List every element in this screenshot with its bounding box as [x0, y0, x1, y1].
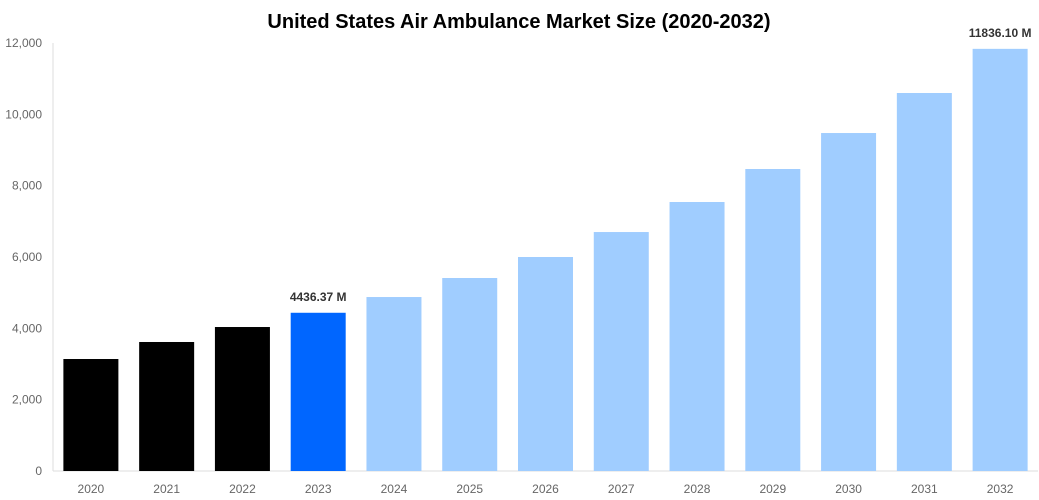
- data-label: 11836.10 M: [969, 26, 1032, 40]
- x-tick-label: 2028: [684, 482, 711, 496]
- bar-2021: [139, 341, 195, 471]
- bar-2029: [745, 169, 801, 472]
- x-tick-label: 2030: [835, 482, 862, 496]
- y-tick-label: 6,000: [12, 250, 42, 264]
- x-tick-label: 2022: [229, 482, 256, 496]
- y-tick-label: 10,000: [5, 107, 42, 121]
- x-tick-label: 2023: [305, 482, 332, 496]
- bar-2028: [669, 202, 725, 471]
- x-tick-label: 2031: [911, 482, 938, 496]
- data-label: 4436.37 M: [290, 290, 347, 304]
- bar-2020: [63, 359, 119, 471]
- bar-2031: [896, 93, 952, 471]
- bar-2025: [442, 278, 498, 471]
- y-tick-label: 12,000: [5, 36, 42, 50]
- x-tick-label: 2021: [153, 482, 180, 496]
- y-tick-label: 0: [35, 464, 42, 478]
- x-tick-label: 2032: [987, 482, 1014, 496]
- bar-2027: [593, 232, 649, 471]
- y-tick-label: 8,000: [12, 179, 42, 193]
- bar-2024: [366, 297, 422, 471]
- bar-2030: [821, 133, 877, 472]
- x-tick-label: 2027: [608, 482, 635, 496]
- bar-2026: [518, 257, 573, 471]
- y-tick-label: 4,000: [12, 321, 42, 335]
- bar-2023: [290, 312, 346, 471]
- bar-2032: [972, 48, 1028, 472]
- x-tick-label: 2029: [759, 482, 786, 496]
- chart-title: United States Air Ambulance Market Size …: [267, 11, 770, 33]
- x-tick-label: 2020: [78, 482, 105, 496]
- y-tick-label: 2,000: [12, 393, 42, 407]
- bar-2022: [214, 327, 270, 471]
- x-tick-label: 2026: [532, 482, 559, 496]
- x-tick-label: 2025: [456, 482, 483, 496]
- x-tick-label: 2024: [381, 482, 408, 496]
